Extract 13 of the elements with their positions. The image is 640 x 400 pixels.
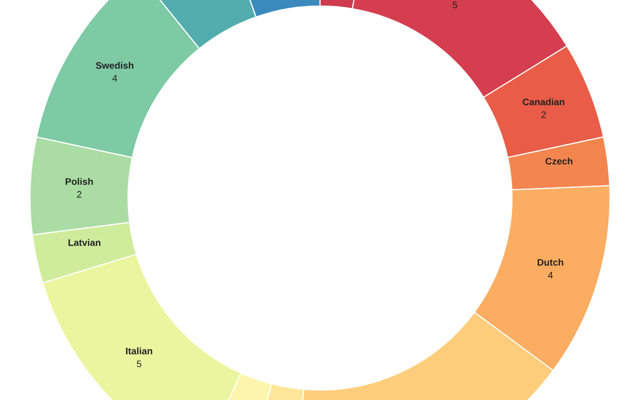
slice-label: Latvian (68, 238, 100, 246)
data-label: 4 (548, 272, 553, 278)
data-label: 5 (452, 2, 458, 8)
slice-label: Dutch (538, 258, 564, 266)
data-label: 5 (136, 360, 142, 368)
data-label: 4 (112, 74, 118, 82)
data-label: 2 (77, 191, 82, 198)
slice-label: Polish (66, 178, 93, 185)
slice-label: Italian (126, 347, 152, 354)
slice-label: Czech (546, 158, 572, 165)
slice-label: Canadian (522, 98, 564, 106)
slice-label: Swedish (96, 62, 134, 69)
data-label: 2 (541, 111, 546, 118)
